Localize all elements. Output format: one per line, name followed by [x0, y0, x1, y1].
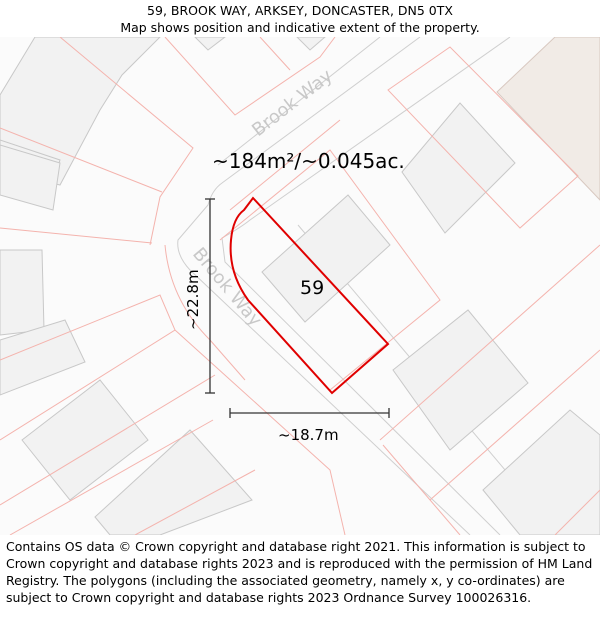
dimension-vertical-label: ~22.8m — [184, 269, 202, 330]
area-label: ~184m²/~0.045ac. — [212, 149, 405, 173]
road-label-brook-way-north: Brook Way — [248, 65, 337, 141]
property-map[interactable]: Brook Way Brook Way ~184m²/~0.045ac. 59 … — [0, 37, 600, 535]
buildings — [0, 37, 600, 535]
map-canvas: Brook Way Brook Way ~184m²/~0.045ac. 59 … — [0, 37, 600, 535]
dimension-horizontal-label: ~18.7m — [278, 426, 339, 444]
dimension-horizontal — [229, 408, 390, 418]
property-boundary[interactable] — [229, 196, 390, 395]
copyright-notice: Contains OS data © Crown copyright and d… — [6, 539, 593, 605]
parcel-boundaries — [0, 37, 600, 535]
map-header: 59, BROOK WAY, ARKSEY, DONCASTER, DN5 0T… — [0, 0, 600, 37]
property-address: 59, BROOK WAY, ARKSEY, DONCASTER, DN5 0T… — [147, 3, 453, 18]
map-caption: Map shows position and indicative extent… — [120, 20, 480, 35]
plot-number: 59 — [300, 277, 324, 299]
dimension-vertical — [205, 198, 215, 394]
neighbour-area — [496, 37, 600, 201]
